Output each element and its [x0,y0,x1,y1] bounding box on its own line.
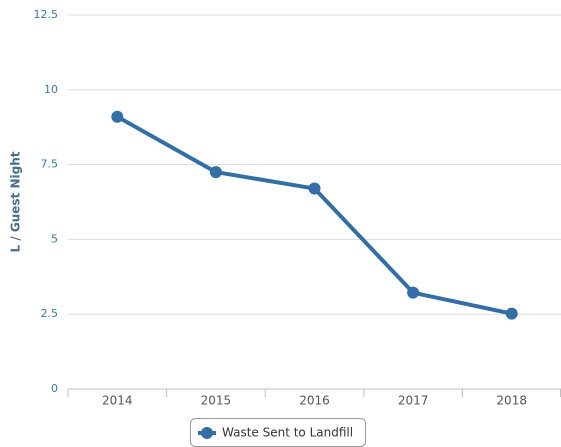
x-tick-label: 2018 [496,394,527,408]
point [209,166,222,179]
x-tick-label: 2014 [102,394,133,408]
y-axis-title: L / Guest Night [9,151,23,252]
y-tick-label: 12.5 [34,8,59,21]
x-tick-label: 2016 [299,394,330,408]
y-tick-label: 0 [51,382,58,395]
legend-label: Waste Sent to Landfill [222,426,353,440]
legend-marker [201,427,213,439]
point [505,307,518,320]
y-tick-label: 2.5 [41,307,59,320]
legend: Waste Sent to Landfill [190,418,367,447]
x-tick-label: 2015 [201,394,232,408]
point [407,286,420,299]
point [111,110,124,123]
point [308,182,321,195]
x-tick-label: 2017 [398,394,429,408]
y-tick-label: 7.5 [41,158,59,171]
series-line [116,114,513,316]
y-tick-label: 10 [44,83,58,96]
y-tick-label: 5 [51,232,58,245]
